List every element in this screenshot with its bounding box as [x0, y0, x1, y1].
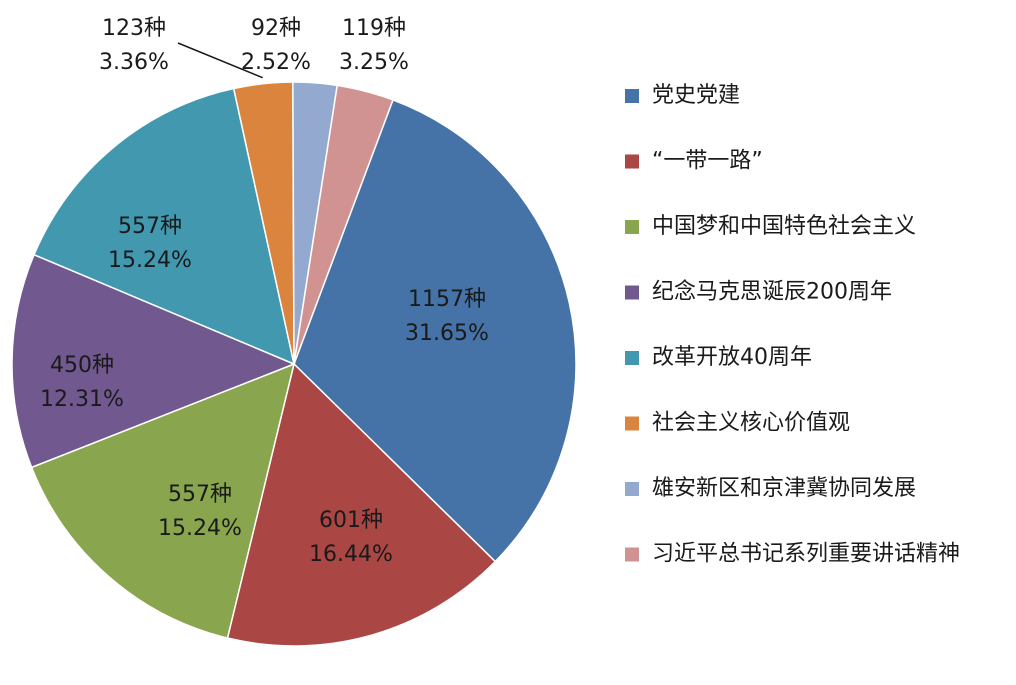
pie-slice-1 [293, 98, 577, 563]
slice-value-label-3: 557种 [168, 482, 232, 507]
slice-percent-label-6: 3.36% [99, 50, 169, 75]
slice-value-label-4: 450种 [50, 353, 114, 378]
pie-slice-4 [11, 253, 296, 469]
slice-percent-label-3: 15.24% [158, 516, 242, 541]
slice-value-label-1: 1157种 [408, 287, 486, 312]
legend-label-4: 纪念马克思诞辰200周年 [652, 280, 892, 305]
legend: 党史党建 “一带一路” 中国梦和中国特色社会主义纪念马克思诞辰200周年改革开放40… [625, 83, 960, 567]
legend-swatch-1 [625, 89, 639, 103]
legend-swatch-5 [625, 351, 639, 365]
legend-label-1: 党史党建 [652, 83, 740, 108]
slice-value-label-2: 601种 [319, 508, 383, 533]
slice-percent-label-4: 12.31% [40, 387, 124, 412]
legend-label-6: 社会主义核心价值观 [652, 411, 850, 436]
slice-value-label-5: 557种 [118, 214, 182, 239]
legend-swatch-4 [625, 285, 639, 300]
legend-swatch-8 [625, 547, 639, 562]
legend-label-8: 习近平总书记系列重要讲话精神 [652, 542, 960, 567]
slice-percent-label-1: 31.65% [405, 321, 489, 346]
slice-value-label-8: 119种 [342, 16, 406, 41]
legend-label-2: “一带一路” [652, 149, 763, 174]
legend-swatch-2 [625, 154, 639, 169]
pie-slice-2 [226, 362, 497, 647]
pie-slice-5 [33, 87, 296, 366]
data-labels: 1157种 31.65% 601种 16.44% 557种 15.24% 450种 12.31… [40, 16, 489, 567]
slice-percent-label-7: 2.52% [241, 50, 311, 75]
pie-slice-8 [293, 84, 394, 365]
legend-swatch-7 [625, 482, 639, 496]
slice-percent-label-2: 16.44% [309, 542, 393, 567]
pie-slices [11, 81, 577, 647]
legend-label-5: 改革开放40周年 [652, 345, 812, 370]
leader-lines [177, 42, 263, 79]
slice-percent-label-8: 3.25% [339, 50, 409, 75]
legend-swatch-6 [625, 416, 639, 431]
pie-slice-3 [30, 362, 296, 639]
slice-value-label-6: 123种 [102, 16, 166, 41]
slice-value-label-7: 92种 [251, 16, 301, 41]
legend-swatch-3 [625, 220, 639, 234]
legend-label-7: 雄安新区和京津冀协同发展 [652, 476, 916, 501]
leader-line-6 [177, 42, 263, 79]
legend-label-3: 中国梦和中国特色社会主义 [652, 214, 916, 239]
slice-percent-label-5: 15.24% [108, 248, 192, 273]
